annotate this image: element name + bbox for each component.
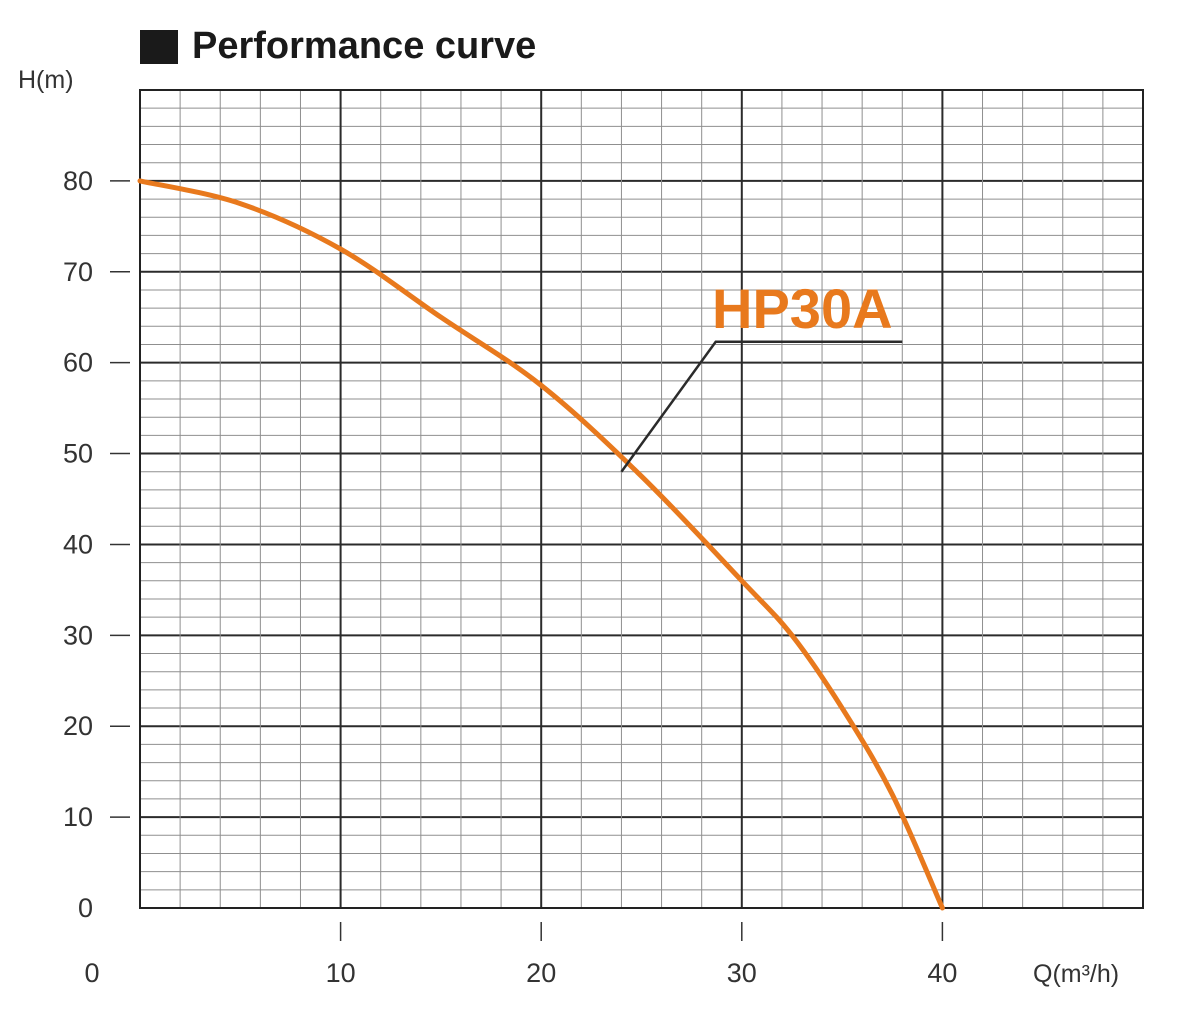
y-axis-label: H(m) xyxy=(18,66,74,94)
y-tick-label: 70 xyxy=(63,257,93,287)
x-tick-label: 0 xyxy=(84,958,99,988)
y-tick-label: 10 xyxy=(63,802,93,832)
series-line xyxy=(137,178,945,911)
y-tick-label: 30 xyxy=(63,620,93,650)
y-tick-label: 80 xyxy=(63,166,93,196)
grid xyxy=(139,89,1144,909)
x-tick-label: 10 xyxy=(326,958,356,988)
x-axis-label: Q(m³/h) xyxy=(1033,960,1119,988)
y-tick-label: 20 xyxy=(63,711,93,741)
y-tick-label: 40 xyxy=(63,529,93,559)
plot-frame xyxy=(139,89,1144,909)
y-tick-label: 50 xyxy=(63,439,93,469)
axis-ticks: 0 10 20 30 40 50 60 70 80 0 10 20 30 40 xyxy=(63,166,957,988)
chart-title: Performance curve xyxy=(192,25,536,67)
x-tick-label: 40 xyxy=(927,958,957,988)
series-label: HP30A xyxy=(712,277,893,340)
x-tick-label: 30 xyxy=(727,958,757,988)
y-tick-label: 0 xyxy=(78,893,93,923)
title-square-icon xyxy=(140,30,178,64)
series-layer xyxy=(137,178,945,911)
x-tick-label: 20 xyxy=(526,958,556,988)
series-leader-line xyxy=(620,340,903,473)
y-tick-label: 60 xyxy=(63,348,93,378)
